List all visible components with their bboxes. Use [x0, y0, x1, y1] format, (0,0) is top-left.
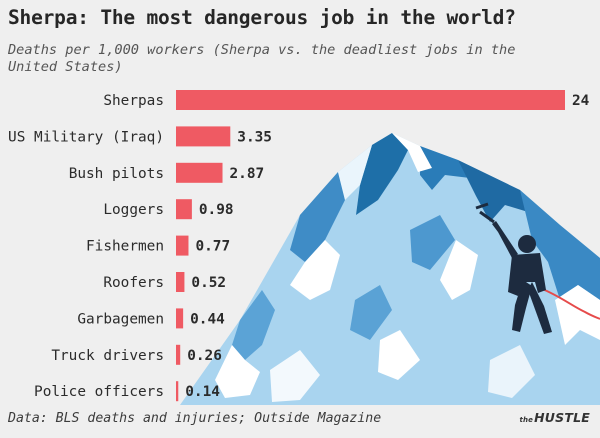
mountain-shadow: [520, 190, 600, 300]
bar: [176, 162, 223, 183]
category-label: Truck drivers: [51, 348, 164, 364]
category-label: Bush pilots: [69, 166, 164, 182]
mountain-shadow: [290, 172, 345, 262]
value-label: 0.52: [191, 275, 226, 291]
value-label: 0.26: [187, 348, 222, 364]
snow-patch: [290, 240, 340, 300]
value-label: 24: [572, 93, 590, 109]
mountain-shadow: [410, 215, 455, 270]
bar: [176, 235, 189, 256]
category-label: Sherpas: [103, 93, 164, 109]
category-label: Garbagemen: [77, 311, 164, 327]
snow-patch: [488, 345, 535, 398]
mountain-shadow: [232, 290, 275, 360]
snow-patch: [215, 345, 260, 398]
snow-patch: [440, 240, 478, 300]
brand-name: HUSTLE: [534, 410, 590, 425]
value-label: 0.44: [190, 311, 225, 327]
chart-subtitle: Deaths per 1,000 workers (Sherpa vs. the…: [8, 42, 516, 75]
snow-patch: [270, 350, 320, 402]
mountain-shadow: [420, 146, 470, 190]
category-label: Fishermen: [86, 239, 164, 255]
value-label: 2.87: [230, 166, 265, 182]
chart-title: Sherpa: The most dangerous job in the wo…: [8, 6, 516, 29]
bar: [176, 308, 184, 329]
value-label: 0.14: [185, 384, 220, 400]
bar: [176, 344, 181, 365]
snow-patch: [555, 285, 600, 345]
category-label: Loggers: [103, 202, 164, 218]
mountain-shadow: [458, 160, 538, 222]
climber-silhouette: [492, 221, 552, 334]
category-label: Police officers: [34, 384, 164, 400]
bar: [176, 90, 565, 110]
category-label: Roofers: [103, 275, 164, 291]
brand-logo: theHUSTLE: [519, 410, 590, 425]
mountain-shadow: [350, 285, 392, 340]
bar: [176, 199, 192, 220]
value-label: 0.77: [195, 239, 230, 255]
value-label: 3.35: [237, 129, 272, 145]
mountain-shadow: [356, 133, 408, 215]
snow-patch: [338, 145, 372, 200]
snow-patch: [392, 133, 432, 172]
value-label: 0.98: [199, 202, 234, 218]
rope: [539, 287, 600, 320]
bar: [176, 272, 185, 292]
brand-prefix: the: [519, 416, 534, 424]
bar: [176, 381, 179, 402]
category-label: US Military (Iraq): [8, 129, 164, 145]
snow-patch: [378, 330, 420, 380]
bar: [176, 126, 231, 147]
source-note: Data: BLS deaths and injuries; Outside M…: [8, 411, 382, 426]
ice-axe-icon: [475, 202, 495, 224]
